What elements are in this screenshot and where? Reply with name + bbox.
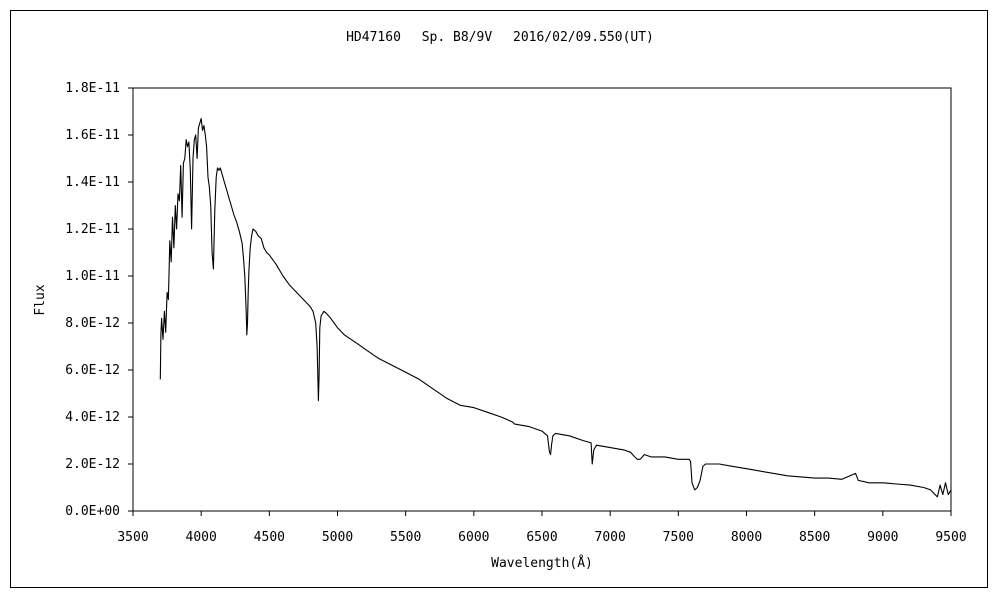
x-tick-label: 3500 — [117, 530, 148, 545]
y-tick-label: 2.0E-12 — [65, 457, 120, 472]
y-axis: 0.0E+00 2.0E-12 4.0E-12 6.0E-12 8.0E-12 1.0E-… — [65, 81, 133, 519]
x-tick-label: 7500 — [663, 530, 694, 545]
y-tick-label: 4.0E-12 — [65, 410, 120, 425]
x-tick-label: 8500 — [799, 530, 830, 545]
x-axis-label: Wavelength(Å) — [491, 555, 593, 571]
chart-frame — [10, 10, 988, 588]
x-tick-label: 9500 — [935, 530, 966, 545]
x-axis: 3500 4000 4500 5000 5500 6000 6500 7000 7500 8000… — [117, 511, 967, 545]
plot-area — [132, 87, 952, 512]
y-tick-label: 1.2E-11 — [65, 222, 120, 237]
x-tick-label: 9000 — [867, 530, 898, 545]
y-tick-label: 1.4E-11 — [65, 175, 120, 190]
x-tick-label: 7000 — [595, 530, 626, 545]
y-tick-label: 1.0E-11 — [65, 269, 120, 284]
chart-title: HD47160 Sp. B8/9V 2016/02/09.550(UT) — [346, 30, 654, 45]
series-line-spectrum — [159, 117, 952, 498]
y-tick-label: 1.8E-11 — [65, 81, 120, 96]
y-tick-label: 6.0E-12 — [65, 363, 120, 378]
x-tick-label: 8000 — [731, 530, 762, 545]
x-tick-label: 5500 — [390, 530, 421, 545]
x-tick-label: 6000 — [458, 530, 489, 545]
x-tick-label: 6500 — [526, 530, 557, 545]
x-tick-label: 5000 — [322, 530, 353, 545]
x-tick-label: 4500 — [254, 530, 285, 545]
y-tick-label: 0.0E+00 — [65, 504, 120, 519]
y-axis-label: Flux — [33, 284, 48, 315]
y-tick-label: 1.6E-11 — [65, 128, 120, 143]
x-tick-label: 4000 — [186, 530, 217, 545]
y-tick-label: 8.0E-12 — [65, 316, 120, 331]
